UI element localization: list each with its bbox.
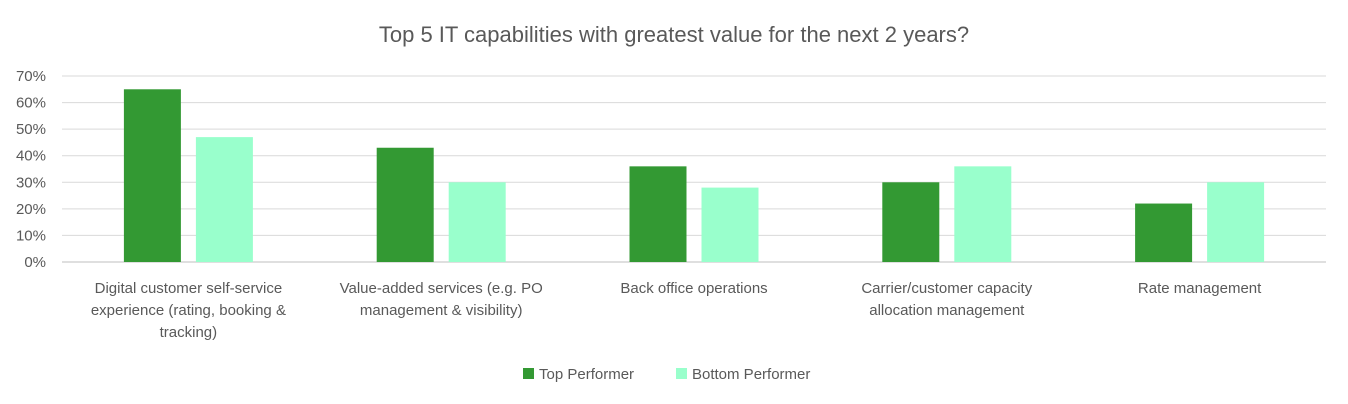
legend-item-bottom-performer: Bottom Performer <box>676 366 810 383</box>
bar-top-performer <box>376 147 434 262</box>
legend: Top Performer Bottom Performer <box>523 366 810 383</box>
bar-top-performer <box>882 182 940 262</box>
y-tick-label: 60% <box>16 95 46 112</box>
y-tick-label: 70% <box>16 68 46 85</box>
bar-top-performer <box>629 166 687 262</box>
legend-label: Bottom Performer <box>692 366 810 383</box>
bar-bottom-performer <box>954 166 1012 262</box>
x-axis-labels: Digital customer self-service experience … <box>91 280 1262 341</box>
y-tick-label: 40% <box>16 148 46 165</box>
y-tick-label: 50% <box>16 121 46 138</box>
x-tick-label: Back office operations <box>620 280 767 297</box>
bar-top-performer <box>123 89 181 263</box>
gridlines <box>62 75 1326 263</box>
chart-title: Top 5 IT capabilities with greatest valu… <box>379 22 969 47</box>
x-tick-label: Digital customer self-service experience … <box>91 280 286 341</box>
y-axis-ticks: 0% 10% 20% 30% 40% 50% 60% 70% <box>16 68 46 271</box>
x-tick-label: Rate management <box>1138 280 1262 297</box>
x-tick-label: Value-added services (e.g. PO management … <box>340 280 543 319</box>
legend-swatch <box>676 368 687 379</box>
y-tick-label: 20% <box>16 201 46 218</box>
bar-top-performer <box>1135 203 1193 262</box>
legend-label: Top Performer <box>539 366 634 383</box>
legend-swatch <box>523 368 534 379</box>
bar-bottom-performer <box>1207 182 1265 262</box>
y-tick-label: 10% <box>16 227 46 244</box>
legend-item-top-performer: Top Performer <box>523 366 634 383</box>
bars <box>123 89 1265 263</box>
x-tick-label: Carrier/customer capacity allocation mana… <box>861 280 1032 319</box>
bar-bottom-performer <box>195 137 253 262</box>
y-tick-label: 0% <box>24 254 46 271</box>
bar-bottom-performer <box>448 182 506 262</box>
y-tick-label: 30% <box>16 174 46 191</box>
bar-bottom-performer <box>701 187 759 262</box>
